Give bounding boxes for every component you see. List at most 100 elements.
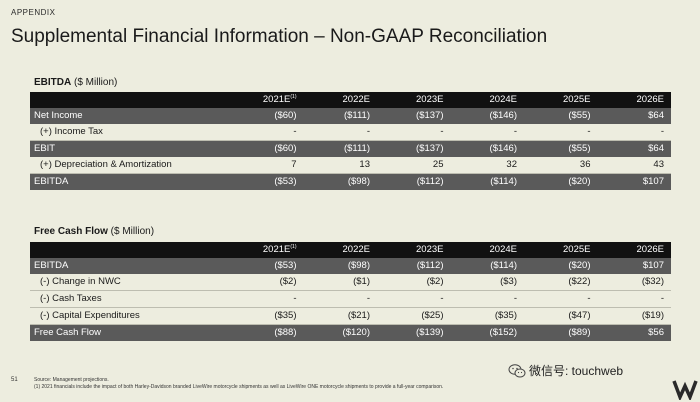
table-cell: - <box>303 124 377 141</box>
page-title: Supplemental Financial Information – Non… <box>11 26 548 47</box>
table-cell: ($111) <box>303 108 377 124</box>
table-cell: $56 <box>597 324 671 341</box>
table-row: Free Cash Flow ($88) ($120) ($139) ($152) ($8… <box>30 324 671 341</box>
table-cell: $107 <box>597 173 671 190</box>
wechat-id: 微信号: touchweb <box>529 364 624 378</box>
row-label: EBITDA <box>30 173 230 190</box>
source-note: Source: Management projections. <box>34 377 109 383</box>
table-cell: ($112) <box>377 173 451 190</box>
table-cell: - <box>597 290 671 308</box>
table-cell: ($146) <box>450 140 524 157</box>
table-cell: - <box>377 124 451 141</box>
table-cell: - <box>450 124 524 141</box>
table-cell: ($88) <box>230 324 304 341</box>
table-cell: ($20) <box>524 173 598 190</box>
year-header: 2022E <box>303 242 377 258</box>
table-cell: ($137) <box>377 140 451 157</box>
ebitda-title-unit: ($ Million) <box>71 77 118 88</box>
table-cell: $64 <box>597 140 671 157</box>
year-header: 2024E <box>450 92 524 108</box>
fcf-table: 2021E(1) 2022E 2023E 2024E 2025E 2026E EBITDA… <box>30 242 671 341</box>
row-label: EBIT <box>30 140 230 157</box>
header-blank <box>30 92 230 108</box>
table-cell: ($22) <box>524 274 598 291</box>
row-label: Net Income <box>30 108 230 124</box>
table-cell: ($1) <box>303 274 377 291</box>
fcf-title-unit: ($ Million) <box>107 226 155 237</box>
page-number: 51 <box>11 377 18 383</box>
table-cell: ($55) <box>524 108 598 124</box>
table-cell: 7 <box>230 157 304 174</box>
table-cell: ($152) <box>450 324 524 341</box>
fcf-title-bold: Free Cash Flow <box>34 226 108 237</box>
table-cell: ($53) <box>230 173 304 190</box>
table-cell: ($19) <box>597 307 671 325</box>
table-cell: - <box>524 290 598 308</box>
table-cell: ($60) <box>230 140 304 157</box>
table-row: EBITDA ($53) ($98) ($112) ($114) ($20) $107 <box>30 258 671 274</box>
table-cell: ($114) <box>450 173 524 190</box>
year-header: 2023E <box>377 92 451 108</box>
table-row: (-) Capital Expenditures ($35) ($21) ($25)(… <box>30 307 671 325</box>
footnote-1: (1) 2021 financials include the impact o… <box>34 384 444 390</box>
header-row: 2021E(1) 2022E 2023E 2024E 2025E 2026E <box>30 242 671 258</box>
year-header: 2025E <box>524 242 598 258</box>
table-row: EBITDA ($53) ($98) ($112) ($114) ($20) $107 <box>30 173 671 190</box>
table-cell: ($35) <box>450 307 524 325</box>
footnotes: Source: Management projections. (1) 2021… <box>34 377 443 391</box>
year-header: 2026E <box>597 92 671 108</box>
table-cell: - <box>524 124 598 141</box>
table-row: (-) Change in NWC ($2) ($1) ($2) ($3) ($22) ($… <box>30 274 671 291</box>
year-header: 2023E <box>377 242 451 258</box>
footnote-marker: (1) <box>290 243 297 250</box>
section-tag: APPENDIX <box>11 8 56 17</box>
table-cell: ($89) <box>524 324 598 341</box>
row-label: EBITDA <box>30 258 230 274</box>
table-row: (-) Cash Taxes - - - - - - <box>30 290 671 308</box>
table-cell: ($25) <box>377 307 451 325</box>
table-cell: ($32) <box>597 274 671 291</box>
year-header: 2026E <box>597 242 671 258</box>
footnote-marker: (1) <box>290 93 297 100</box>
table-cell: ($98) <box>303 258 377 274</box>
year-header: 2024E <box>450 242 524 258</box>
table-cell: - <box>597 124 671 141</box>
table-cell: 13 <box>303 157 377 174</box>
table-row: Net Income ($60) ($111) ($137) ($146) ($55) $6… <box>30 108 671 124</box>
year-header: 2021E(1) <box>230 92 304 108</box>
table-cell: ($2) <box>230 274 304 291</box>
ebitda-table: 2021E(1) 2022E 2023E 2024E 2025E 2026E Net In… <box>30 92 671 190</box>
ebitda-title-bold: EBITDA <box>34 77 72 88</box>
table-cell: ($112) <box>377 258 451 274</box>
row-label: (-) Cash Taxes <box>30 290 230 308</box>
table-cell: ($2) <box>377 274 451 291</box>
fcf-table-title: Free Cash Flow ($ Million) <box>34 226 154 237</box>
table-cell: ($35) <box>230 307 304 325</box>
table-cell: ($137) <box>377 108 451 124</box>
table-cell: ($139) <box>377 324 451 341</box>
table-cell: ($98) <box>303 173 377 190</box>
table-cell: 36 <box>524 157 598 174</box>
table-cell: - <box>377 290 451 308</box>
table-row: (+) Depreciation & Amortization 7 13 25 32 36… <box>30 157 671 174</box>
row-label: (+) Income Tax <box>30 124 230 141</box>
year-header: 2025E <box>524 92 598 108</box>
table-cell: ($146) <box>450 108 524 124</box>
table-cell: - <box>450 290 524 308</box>
row-label: (-) Change in NWC <box>30 274 230 291</box>
table-cell: ($60) <box>230 108 304 124</box>
table-cell: ($120) <box>303 324 377 341</box>
table-cell: 32 <box>450 157 524 174</box>
table-cell: ($55) <box>524 140 598 157</box>
wechat-watermark: 微信号: touchweb <box>508 362 623 379</box>
table-cell: ($53) <box>230 258 304 274</box>
year-header: 2021E(1) <box>230 242 304 258</box>
wechat-icon <box>508 363 526 377</box>
table-cell: ($3) <box>450 274 524 291</box>
row-label: (-) Capital Expenditures <box>30 307 230 325</box>
table-cell: 43 <box>597 157 671 174</box>
header-blank <box>30 242 230 258</box>
brand-logo-icon <box>672 380 698 400</box>
table-cell: $107 <box>597 258 671 274</box>
header-row: 2021E(1) 2022E 2023E 2024E 2025E 2026E <box>30 92 671 108</box>
